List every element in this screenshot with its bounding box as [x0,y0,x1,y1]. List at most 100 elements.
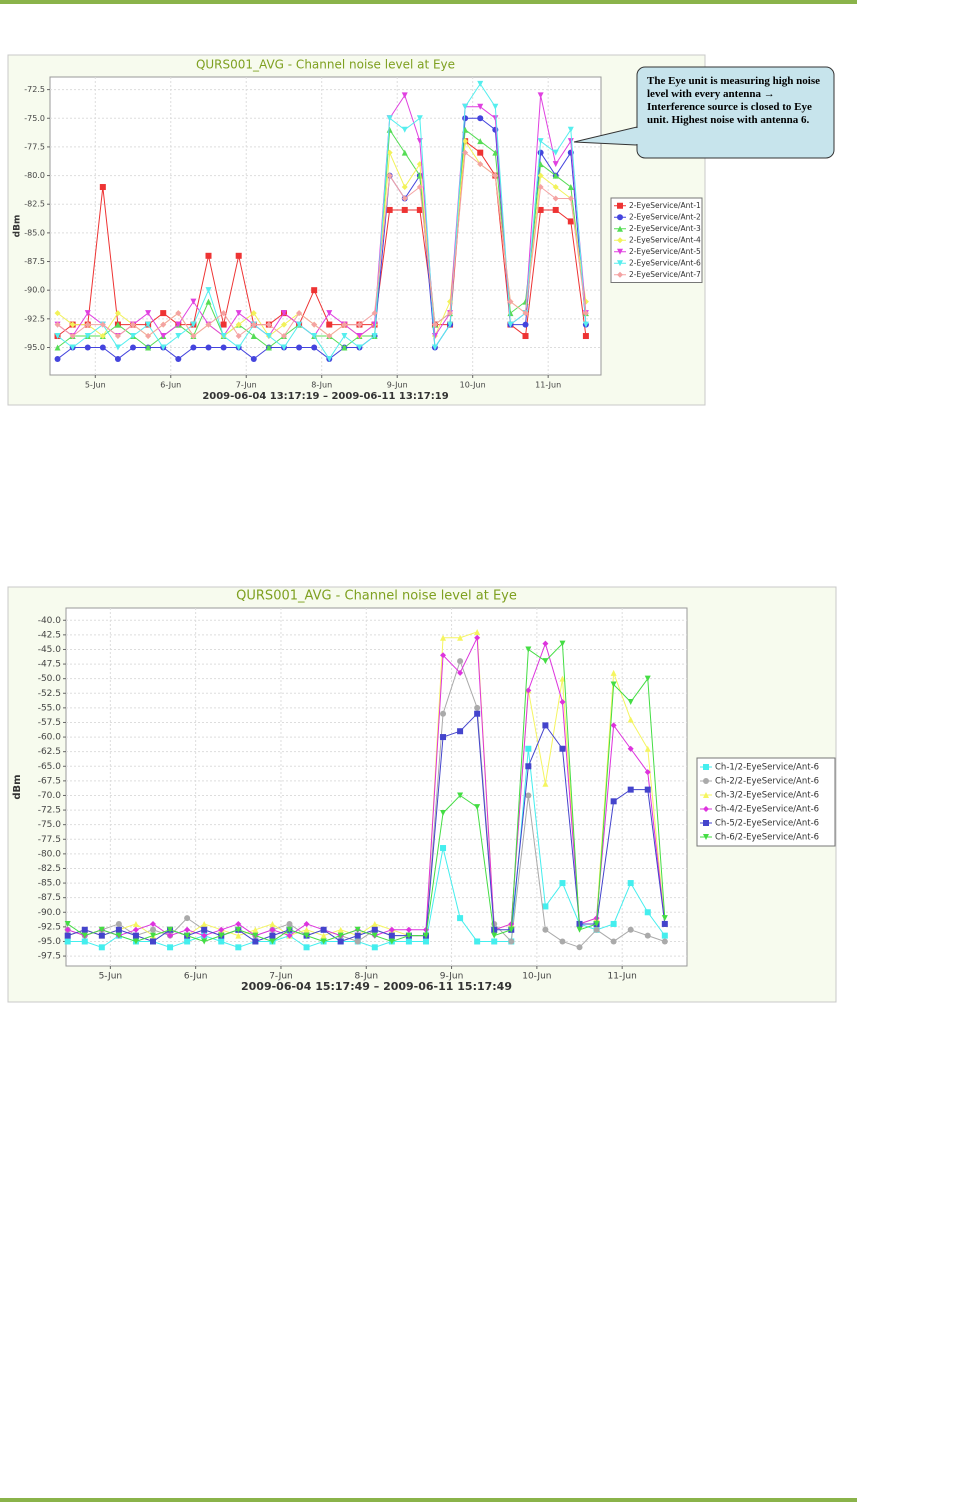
series-line [67,659,665,948]
marker [150,932,157,939]
x-tick-label: 11-Jun [608,972,637,982]
marker [114,355,121,362]
marker [447,321,454,328]
marker [644,769,651,776]
marker [356,321,363,328]
marker [218,932,225,939]
marker [81,938,88,945]
y-tick-label: -52.5 [38,689,61,699]
marker [552,149,559,156]
marker [457,792,464,799]
marker [401,126,408,133]
marker [280,321,287,328]
marker [54,344,61,351]
y-tick-label: -40.0 [38,616,62,626]
marker [132,920,139,927]
callout-text: The Eye unit is measuring high noise lev… [647,75,820,126]
marker [303,944,310,951]
marker [401,206,408,213]
y-tick-label: -75.0 [24,114,45,123]
y-tick-label: -85.0 [38,879,62,889]
legend-label: 2-EyeService/Ant-7 [629,270,701,279]
marker [537,149,544,156]
marker [386,172,393,179]
marker [250,321,257,328]
callout-box [636,66,835,159]
marker [552,184,559,191]
marker [627,716,634,723]
legend-label: Ch-5/2-EyeService/Ant-6 [715,819,819,829]
marker [235,932,242,939]
marker [311,333,318,340]
marker [252,938,259,945]
marker [167,944,174,951]
marker [326,333,333,340]
marker [388,932,395,939]
marker [220,310,227,317]
marker [201,920,208,927]
marker [610,681,617,688]
legend-label: 2-EyeService/Ant-6 [629,258,701,267]
marker [218,926,225,933]
marker [296,310,303,317]
marker [582,333,589,340]
marker [371,932,378,939]
marker [474,938,481,945]
marker [235,920,242,927]
marker [537,138,544,145]
y-tick-label: -77.5 [38,835,61,845]
marker [559,880,566,887]
marker [99,321,106,328]
marker [303,932,310,939]
marker [405,932,412,939]
y-tick-label: -87.5 [24,257,45,266]
marker [491,932,498,939]
y-tick-label: -95.0 [38,937,62,947]
marker [114,344,121,351]
marker [337,932,344,939]
marker [341,321,348,328]
y-tick-label: -72.5 [24,85,45,94]
marker [130,321,137,328]
marker [416,206,423,213]
marker [84,344,91,351]
plot-area [65,607,688,967]
y-tick-label: -60.0 [38,733,62,743]
marker [703,764,709,770]
x-axis-label: 2009-06-04 15:17:49 – 2009-06-11 15:17:4… [241,980,512,993]
series-line [57,94,587,338]
marker [661,915,668,922]
marker [386,149,393,156]
y-tick-label: -55.0 [38,703,62,713]
x-tick-label: 5-Jun [99,972,123,982]
marker [627,745,634,752]
marker [401,149,408,156]
marker [269,932,276,939]
marker [617,225,623,232]
y-axis-label: dBm [13,215,23,238]
marker [337,926,344,933]
marker [205,252,212,259]
marker [542,722,549,729]
legend-label: 2-EyeService/Ant-2 [629,212,701,221]
x-tick-label: 7-Jun [236,381,257,390]
legend [696,757,836,847]
series-line [57,128,587,349]
marker [205,344,212,351]
y-tick-label: -80.0 [24,171,45,180]
marker [567,195,574,202]
marker [388,938,395,945]
marker [311,321,318,328]
marker [280,310,287,317]
callout-seam [636,128,639,144]
marker [265,333,272,340]
marker [286,932,293,939]
marker [280,333,287,340]
series-line [57,82,587,360]
y-tick-label: -70.0 [38,791,62,801]
marker [447,310,454,317]
marker [54,310,61,317]
marker [422,932,429,939]
marker [440,652,447,659]
marker [525,646,532,653]
